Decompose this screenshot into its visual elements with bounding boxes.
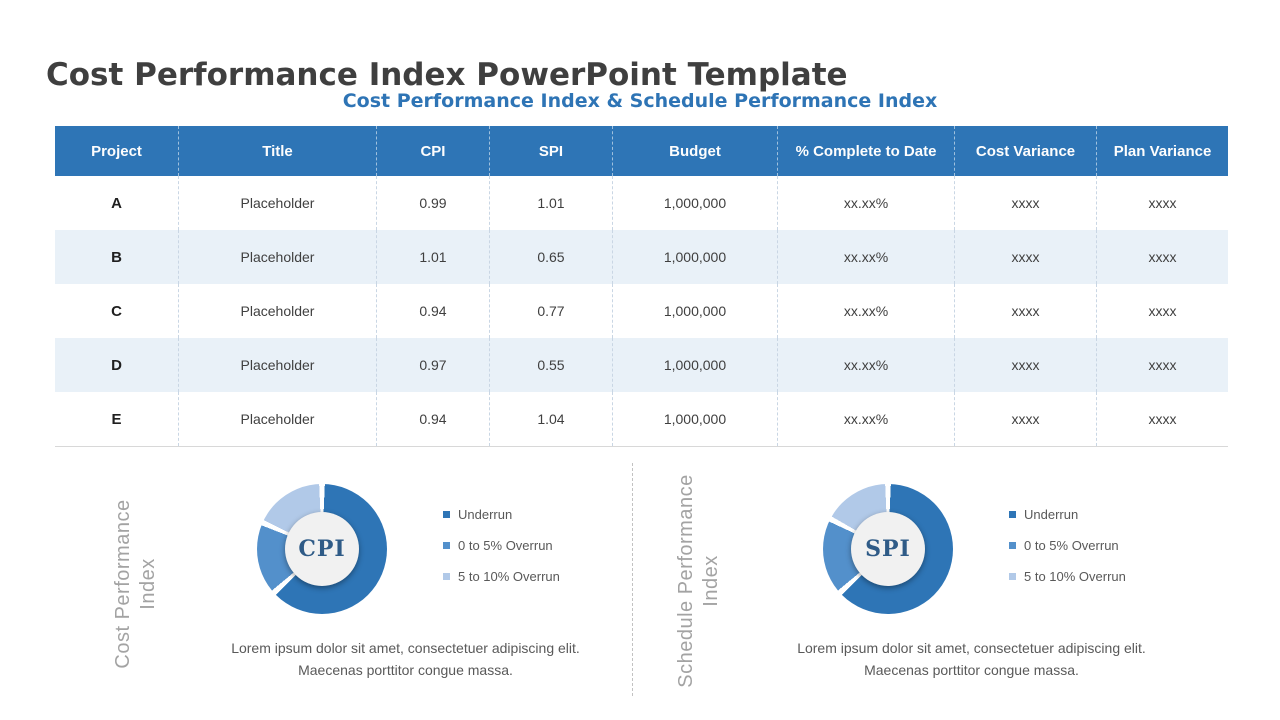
cell-title: Placeholder xyxy=(179,392,377,446)
column-header-complete-to-date: % Complete to Date xyxy=(778,126,956,176)
legend-swatch-icon xyxy=(443,510,450,518)
column-header-title: Title xyxy=(179,126,377,176)
cell-budget: 1,000,000 xyxy=(613,284,779,338)
cell-complete-to-date: xx.xx% xyxy=(778,176,956,230)
cell-title: Placeholder xyxy=(179,176,377,230)
cpi-center-label: CPI xyxy=(285,512,359,586)
table-row-c: C Placeholder 0.94 0.77 1,000,000 xx.xx% xxxx x… xyxy=(55,284,1228,338)
cell-project: D xyxy=(55,338,179,392)
section-divider xyxy=(632,463,633,696)
cell-cpi: 0.94 xyxy=(377,392,490,446)
legend-swatch-icon xyxy=(1009,572,1016,580)
cpi-description: Lorem ipsum dolor sit amet, consectetuer… xyxy=(231,640,580,678)
table-row-e: E Placeholder 0.94 1.04 1,000,000 xx.xx% xxxx x… xyxy=(55,392,1228,446)
cell-cpi: 0.94 xyxy=(377,284,490,338)
spi-side-label: Schedule Performance Index xyxy=(674,461,724,701)
column-header-spi: SPI xyxy=(490,126,613,176)
legend-label: Underrun xyxy=(1024,506,1079,522)
cell-title: Placeholder xyxy=(179,338,377,392)
spi-center-label: SPI xyxy=(851,512,925,586)
cell-spi: 0.65 xyxy=(490,230,613,284)
cell-cost-variance: xxxx xyxy=(955,338,1098,392)
spi-side-label-line2: Index xyxy=(700,555,722,607)
legend-swatch-icon xyxy=(443,541,450,549)
cell-complete-to-date: xx.xx% xyxy=(778,284,956,338)
column-header-cpi: CPI xyxy=(377,126,490,176)
cpi-donut-chart: CPI xyxy=(257,484,387,614)
table-row-d: D Placeholder 0.97 0.55 1,000,000 xx.xx% xxxx x… xyxy=(55,338,1228,392)
legend-item-5-to-10-overrun: 5 to 10% Overrun xyxy=(1009,566,1126,586)
legend-swatch-icon xyxy=(1009,510,1016,518)
cell-plan-variance: xxxx xyxy=(1148,195,1177,211)
cell-project: B xyxy=(55,230,179,284)
cell-project: E xyxy=(55,392,179,446)
cell-cost-variance: xxxx xyxy=(955,392,1098,446)
cell-budget: 1,000,000 xyxy=(613,176,779,230)
legend-swatch-icon xyxy=(443,572,450,580)
column-header-plan-variance: Plan Variance xyxy=(1113,142,1212,160)
cell-plan-variance: xxxx xyxy=(1148,249,1177,265)
legend-item-0-to-5-overrun: 0 to 5% Overrun xyxy=(1009,535,1126,555)
column-header-budget: Budget xyxy=(613,126,779,176)
spi-side-label-line1: Schedule Performance xyxy=(675,474,697,688)
legend-item-5-to-10-overrun: 5 to 10% Overrun xyxy=(443,566,560,586)
column-header-project: Project xyxy=(55,126,179,176)
legend-label: 5 to 10% Overrun xyxy=(458,568,560,584)
legend-swatch-icon xyxy=(1009,541,1016,549)
cell-complete-to-date: xx.xx% xyxy=(778,338,956,392)
cell-spi: 0.55 xyxy=(490,338,613,392)
legend-label: 0 to 5% Overrun xyxy=(458,537,553,553)
legend-label: Underrun xyxy=(458,506,513,522)
cell-budget: 1,000,000 xyxy=(613,230,779,284)
legend-label: 0 to 5% Overrun xyxy=(1024,537,1119,553)
cell-plan-variance: xxxx xyxy=(1148,303,1177,319)
cpi-legend: Underrun 0 to 5% Overrun 5 to 10% Overrun xyxy=(443,504,560,586)
table-row-a: A Placeholder 0.99 1.01 1,000,000 xx.xx% xxxx x… xyxy=(55,176,1228,230)
legend-item-underrun: Underrun xyxy=(443,504,560,524)
column-header-cost-variance: Cost Variance xyxy=(955,126,1098,176)
cpi-side-label-line2: Index xyxy=(137,558,159,610)
cell-cpi: 1.01 xyxy=(377,230,490,284)
legend-label: 5 to 10% Overrun xyxy=(1024,568,1126,584)
cpi-side-label-line1: Cost Performance xyxy=(112,499,134,669)
cell-title: Placeholder xyxy=(179,230,377,284)
performance-index-table: Project Title CPI SPI Budget% Complete to Da… xyxy=(55,126,1228,447)
cell-cost-variance: xxxx xyxy=(955,230,1098,284)
spi-description: Lorem ipsum dolor sit amet, consectetuer… xyxy=(797,640,1146,678)
page-title: Cost Performance Index PowerPoint Templa… xyxy=(46,56,848,93)
cell-complete-to-date: xx.xx% xyxy=(778,230,956,284)
cell-spi: 0.77 xyxy=(490,284,613,338)
cell-spi: 1.01 xyxy=(490,176,613,230)
cell-spi: 1.04 xyxy=(490,392,613,446)
cell-project: A xyxy=(55,176,179,230)
cell-budget: 1,000,000 xyxy=(613,392,779,446)
page-subtitle: Cost Performance Index & Schedule Perfor… xyxy=(342,90,938,112)
cell-plan-variance: xxxx xyxy=(1148,357,1177,373)
spi-legend: Underrun 0 to 5% Overrun 5 to 10% Overrun xyxy=(1009,504,1126,586)
cell-plan-variance: xxxx xyxy=(1148,411,1177,427)
cell-complete-to-date: xx.xx% xyxy=(778,392,956,446)
cpi-side-label: Cost Performance Index xyxy=(111,469,161,699)
legend-item-underrun: Underrun xyxy=(1009,504,1126,524)
spi-donut-chart: SPI xyxy=(823,484,953,614)
cell-project: C xyxy=(55,284,179,338)
table-row-b: B Placeholder 1.01 0.65 1,000,000 xx.xx% xxxx x… xyxy=(55,230,1228,284)
cell-budget: 1,000,000 xyxy=(613,338,779,392)
table-header-row: Project Title CPI SPI Budget% Complete to Da… xyxy=(55,126,1228,176)
legend-item-0-to-5-overrun: 0 to 5% Overrun xyxy=(443,535,560,555)
cell-cost-variance: xxxx xyxy=(955,284,1098,338)
table-body: A Placeholder 0.99 1.01 1,000,000 xx.xx% xxxx x… xyxy=(55,176,1228,446)
cell-cpi: 0.99 xyxy=(377,176,490,230)
cell-title: Placeholder xyxy=(179,284,377,338)
cell-cost-variance: xxxx xyxy=(955,176,1098,230)
cell-cpi: 0.97 xyxy=(377,338,490,392)
